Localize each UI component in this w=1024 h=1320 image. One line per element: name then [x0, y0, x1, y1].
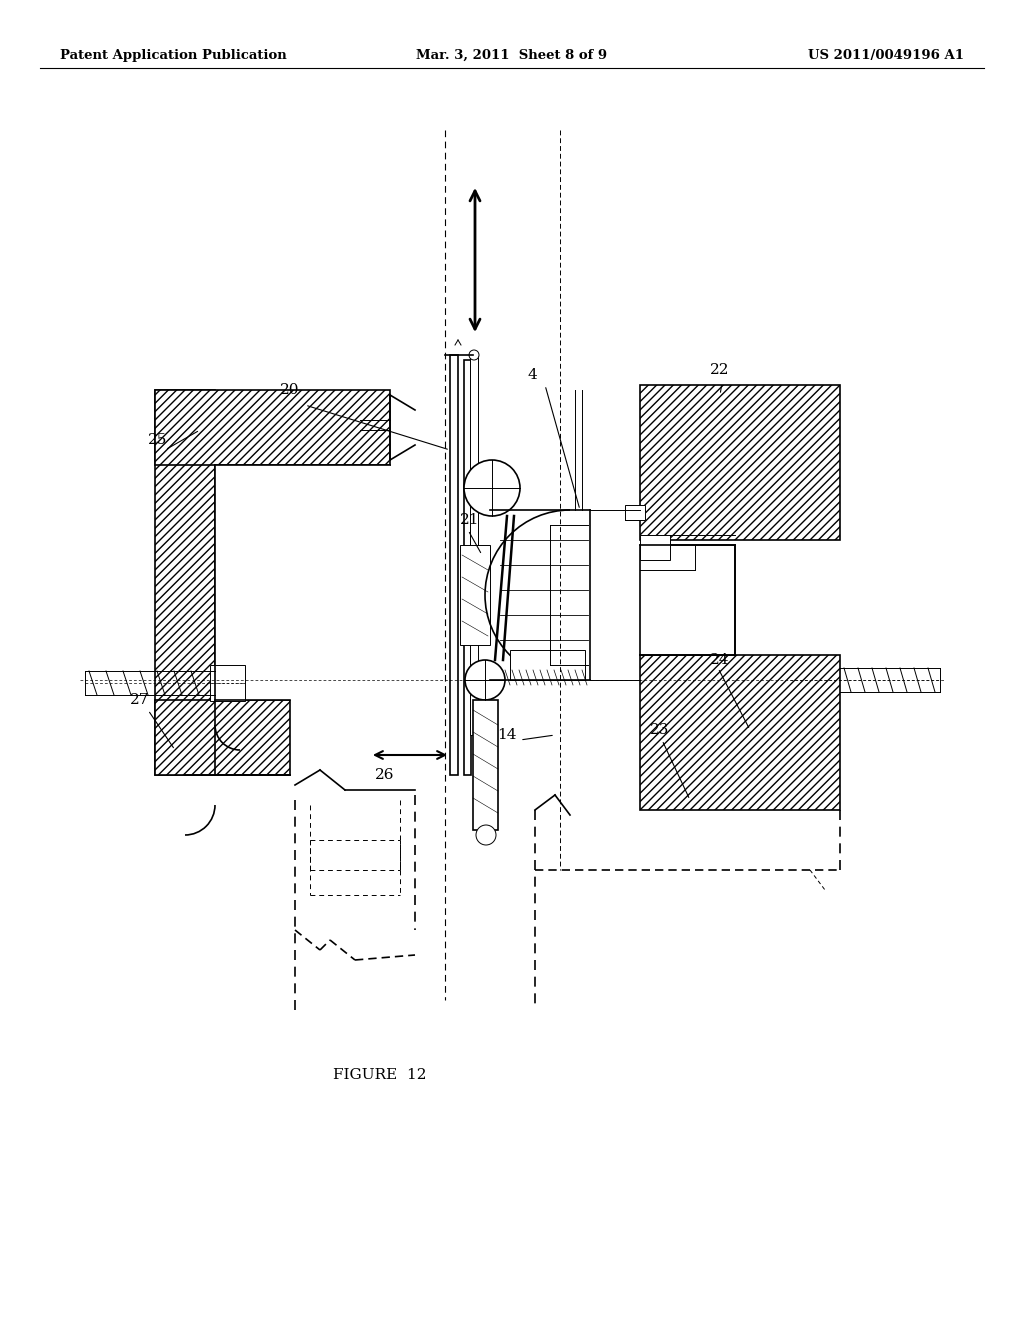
Bar: [473, 700, 498, 830]
Bar: [450, 355, 458, 775]
Bar: [625, 506, 645, 520]
Circle shape: [476, 825, 496, 845]
Text: 22: 22: [710, 363, 729, 378]
Circle shape: [465, 660, 505, 700]
Text: 14: 14: [497, 729, 516, 742]
Text: US 2011/0049196 A1: US 2011/0049196 A1: [808, 49, 964, 62]
Bar: [155, 389, 390, 465]
Text: 26: 26: [375, 768, 394, 781]
Text: 27: 27: [130, 693, 150, 708]
Bar: [640, 545, 735, 655]
Text: FIGURE  12: FIGURE 12: [333, 1068, 427, 1082]
Bar: [155, 389, 215, 775]
Bar: [640, 655, 840, 810]
Text: Mar. 3, 2011  Sheet 8 of 9: Mar. 3, 2011 Sheet 8 of 9: [417, 49, 607, 62]
Text: 4: 4: [527, 368, 537, 381]
Bar: [460, 545, 490, 645]
Bar: [470, 355, 478, 735]
Text: 25: 25: [148, 433, 167, 447]
Bar: [210, 665, 245, 701]
Text: 23: 23: [650, 723, 670, 737]
Text: 21: 21: [460, 513, 479, 527]
Bar: [510, 649, 585, 680]
Text: 24: 24: [710, 653, 729, 667]
Bar: [155, 700, 290, 775]
Bar: [464, 360, 471, 775]
Bar: [640, 385, 840, 540]
Bar: [640, 535, 670, 560]
Bar: [215, 465, 390, 700]
Text: 20: 20: [280, 383, 299, 397]
Text: Patent Application Publication: Patent Application Publication: [60, 49, 287, 62]
Circle shape: [469, 350, 479, 360]
Circle shape: [464, 459, 520, 516]
